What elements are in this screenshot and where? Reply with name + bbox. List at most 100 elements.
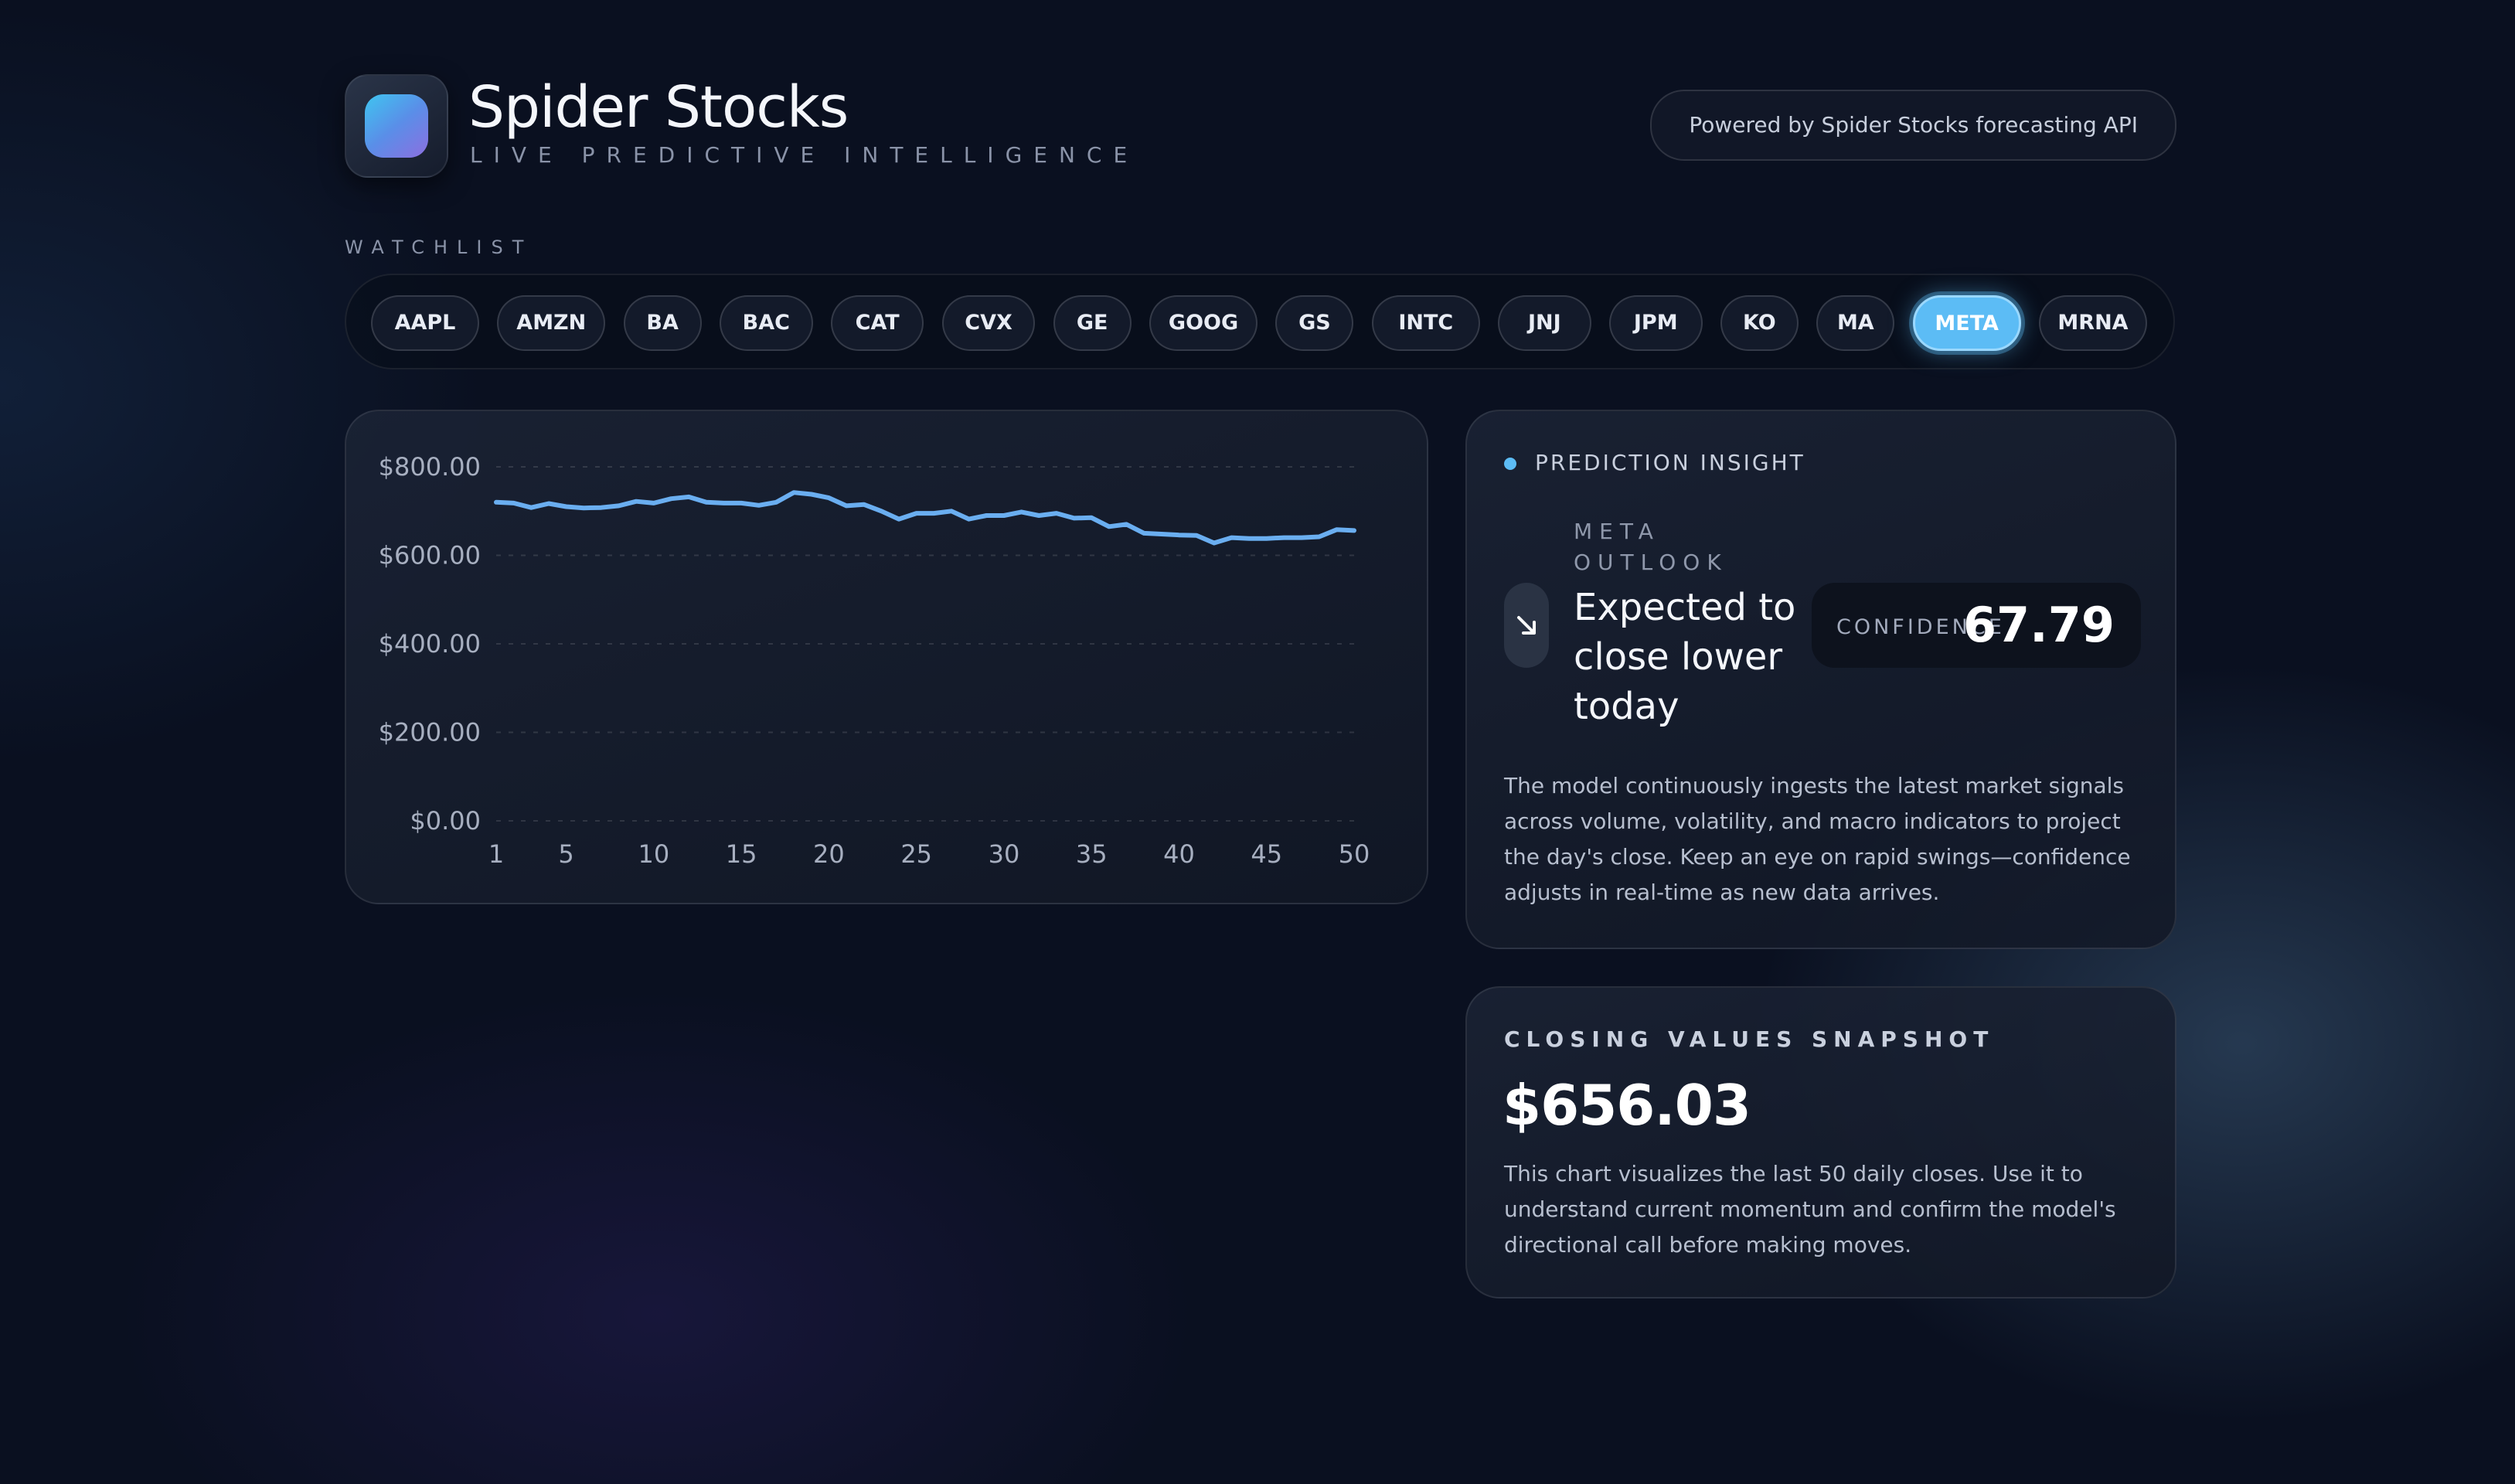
data-point (581, 505, 586, 510)
ticker-chip-jnj[interactable]: JNJ (1498, 295, 1591, 351)
logo-gradient (365, 94, 428, 158)
closing-value: $656.03 (1503, 1073, 1751, 1138)
data-point (529, 505, 533, 510)
ticker-chip-amzn[interactable]: AMZN (497, 295, 606, 351)
x-tick-label: 1 (488, 839, 504, 869)
x-tick-label: 40 (1163, 839, 1195, 869)
y-tick-label: $400.00 (379, 629, 481, 659)
data-point (721, 501, 726, 505)
data-point (494, 500, 499, 505)
data-point (1229, 536, 1234, 540)
data-point (862, 502, 866, 507)
data-point (634, 499, 638, 504)
data-point (1125, 522, 1129, 526)
price-line-chart: $0.00$200.00$400.00$600.00$800.001 5 10 15 2… (379, 452, 1370, 869)
ticker-chip-bac[interactable]: BAC (720, 295, 813, 351)
data-point (1089, 516, 1094, 520)
data-point (1159, 532, 1164, 536)
ticker-chip-aapl[interactable]: AAPL (371, 295, 479, 351)
data-point (809, 492, 814, 496)
data-point (1054, 511, 1059, 516)
data-point (564, 505, 569, 509)
prediction-headline: Expected to close lower today (1574, 586, 1796, 728)
powered-by-badge: Powered by Spider Stocks forecasting API (1650, 90, 2176, 161)
ticker-chip-gs[interactable]: GS (1275, 295, 1354, 351)
ticker-chip-intc[interactable]: INTC (1371, 295, 1480, 351)
insight-description: The model continuously ingests the lates… (1504, 773, 2131, 905)
data-point (757, 503, 761, 508)
data-point (1036, 513, 1041, 518)
data-point (914, 511, 919, 516)
app-subtitle: LIVE PREDICTIVE INTELLIGENCE (470, 142, 1139, 168)
confidence-value: 67.79 (1962, 597, 2115, 653)
ticker-chip-cat[interactable]: CAT (830, 295, 924, 351)
insight-label: PREDICTION INSIGHT (1535, 450, 1805, 475)
data-point (512, 501, 516, 505)
data-point (704, 500, 709, 505)
outlook-ticker: META OUTLOOK (1574, 519, 1728, 575)
x-tick-label: 35 (1076, 839, 1108, 869)
data-point (1176, 533, 1181, 537)
data-point (1334, 527, 1339, 532)
data-point (774, 500, 778, 505)
data-point (599, 505, 604, 510)
arrow-down-right-icon (1504, 583, 1549, 668)
confidence-badge: CONFIDENCE 67.79 (1812, 583, 2141, 668)
y-tick-label: $800.00 (379, 452, 481, 482)
confidence-label: CONFIDENCE (1836, 615, 2005, 639)
ticker-chip-ba[interactable]: BA (623, 295, 702, 351)
ticker-chip-jpm[interactable]: JPM (1608, 295, 1703, 351)
data-point (791, 490, 796, 495)
ticker-chip-ma[interactable]: MA (1816, 295, 1895, 351)
ticker-chip-mrna[interactable]: MRNA (2039, 295, 2147, 351)
snapshot-label: CLOSING VALUES SNAPSHOT (1504, 1026, 1995, 1052)
app-header: Spider Stocks LIVE PREDICTIVE INTELLIGEN… (345, 74, 2176, 182)
data-point (826, 495, 831, 500)
data-point (739, 501, 744, 505)
data-point (669, 496, 674, 501)
data-point (1072, 516, 1077, 520)
y-tick-label: $0.00 (410, 806, 481, 836)
app-logo-icon (345, 74, 448, 178)
watchlist-label: WATCHLIST (345, 237, 533, 258)
watchlist-bar: AAPL AMZN BA BAC CAT CVX GE GOOG GS INTC JNJ JPM KO M… (345, 274, 2175, 369)
x-tick-label: 30 (989, 839, 1020, 869)
y-tick-label: $200.00 (379, 718, 481, 747)
data-point (617, 503, 621, 508)
data-point (1107, 524, 1111, 529)
app-title: Spider Stocks (468, 74, 849, 141)
data-point (652, 501, 656, 505)
x-tick-label: 15 (726, 839, 757, 869)
data-point (1264, 536, 1269, 541)
data-point (1002, 513, 1006, 518)
data-point (931, 511, 936, 516)
data-point (1317, 534, 1322, 539)
snapshot-description: This chart visualizes the last 50 daily … (1504, 1161, 2116, 1258)
status-dot-icon (1504, 458, 1516, 470)
x-tick-label: 45 (1251, 839, 1282, 869)
data-point (686, 495, 691, 499)
data-point (844, 503, 849, 508)
data-point (1281, 536, 1286, 540)
data-point (1019, 509, 1024, 514)
data-point (967, 517, 972, 522)
price-series-line (494, 490, 1356, 546)
x-tick-label: 5 (558, 839, 573, 869)
ticker-chip-ko[interactable]: KO (1720, 295, 1799, 351)
data-point (1142, 531, 1146, 536)
y-tick-label: $600.00 (379, 541, 481, 570)
data-point (1194, 533, 1199, 538)
ticker-chip-cvx[interactable]: CVX (941, 295, 1036, 351)
data-point (1247, 536, 1251, 541)
ticker-chip-goog[interactable]: GOOG (1149, 295, 1258, 351)
price-chart-card: $0.00 $200.00 $400.00 $600.00 $800.00 1 5 10 15 2… (345, 410, 1428, 904)
closing-snapshot-card: CLOSING VALUES SNAPSHOT $656.03 This cha… (1465, 986, 2176, 1298)
ticker-chip-meta[interactable]: META (1912, 295, 2021, 351)
data-point (897, 517, 901, 522)
ticker-chip-ge[interactable]: GE (1053, 295, 1132, 351)
x-tick-label: 20 (813, 839, 845, 869)
data-point (1299, 536, 1304, 540)
x-tick-label: 10 (638, 839, 670, 869)
data-point (1212, 540, 1217, 545)
prediction-insight-card: PREDICTION INSIGHT META OUTLOOK Expected… (1465, 410, 2176, 949)
